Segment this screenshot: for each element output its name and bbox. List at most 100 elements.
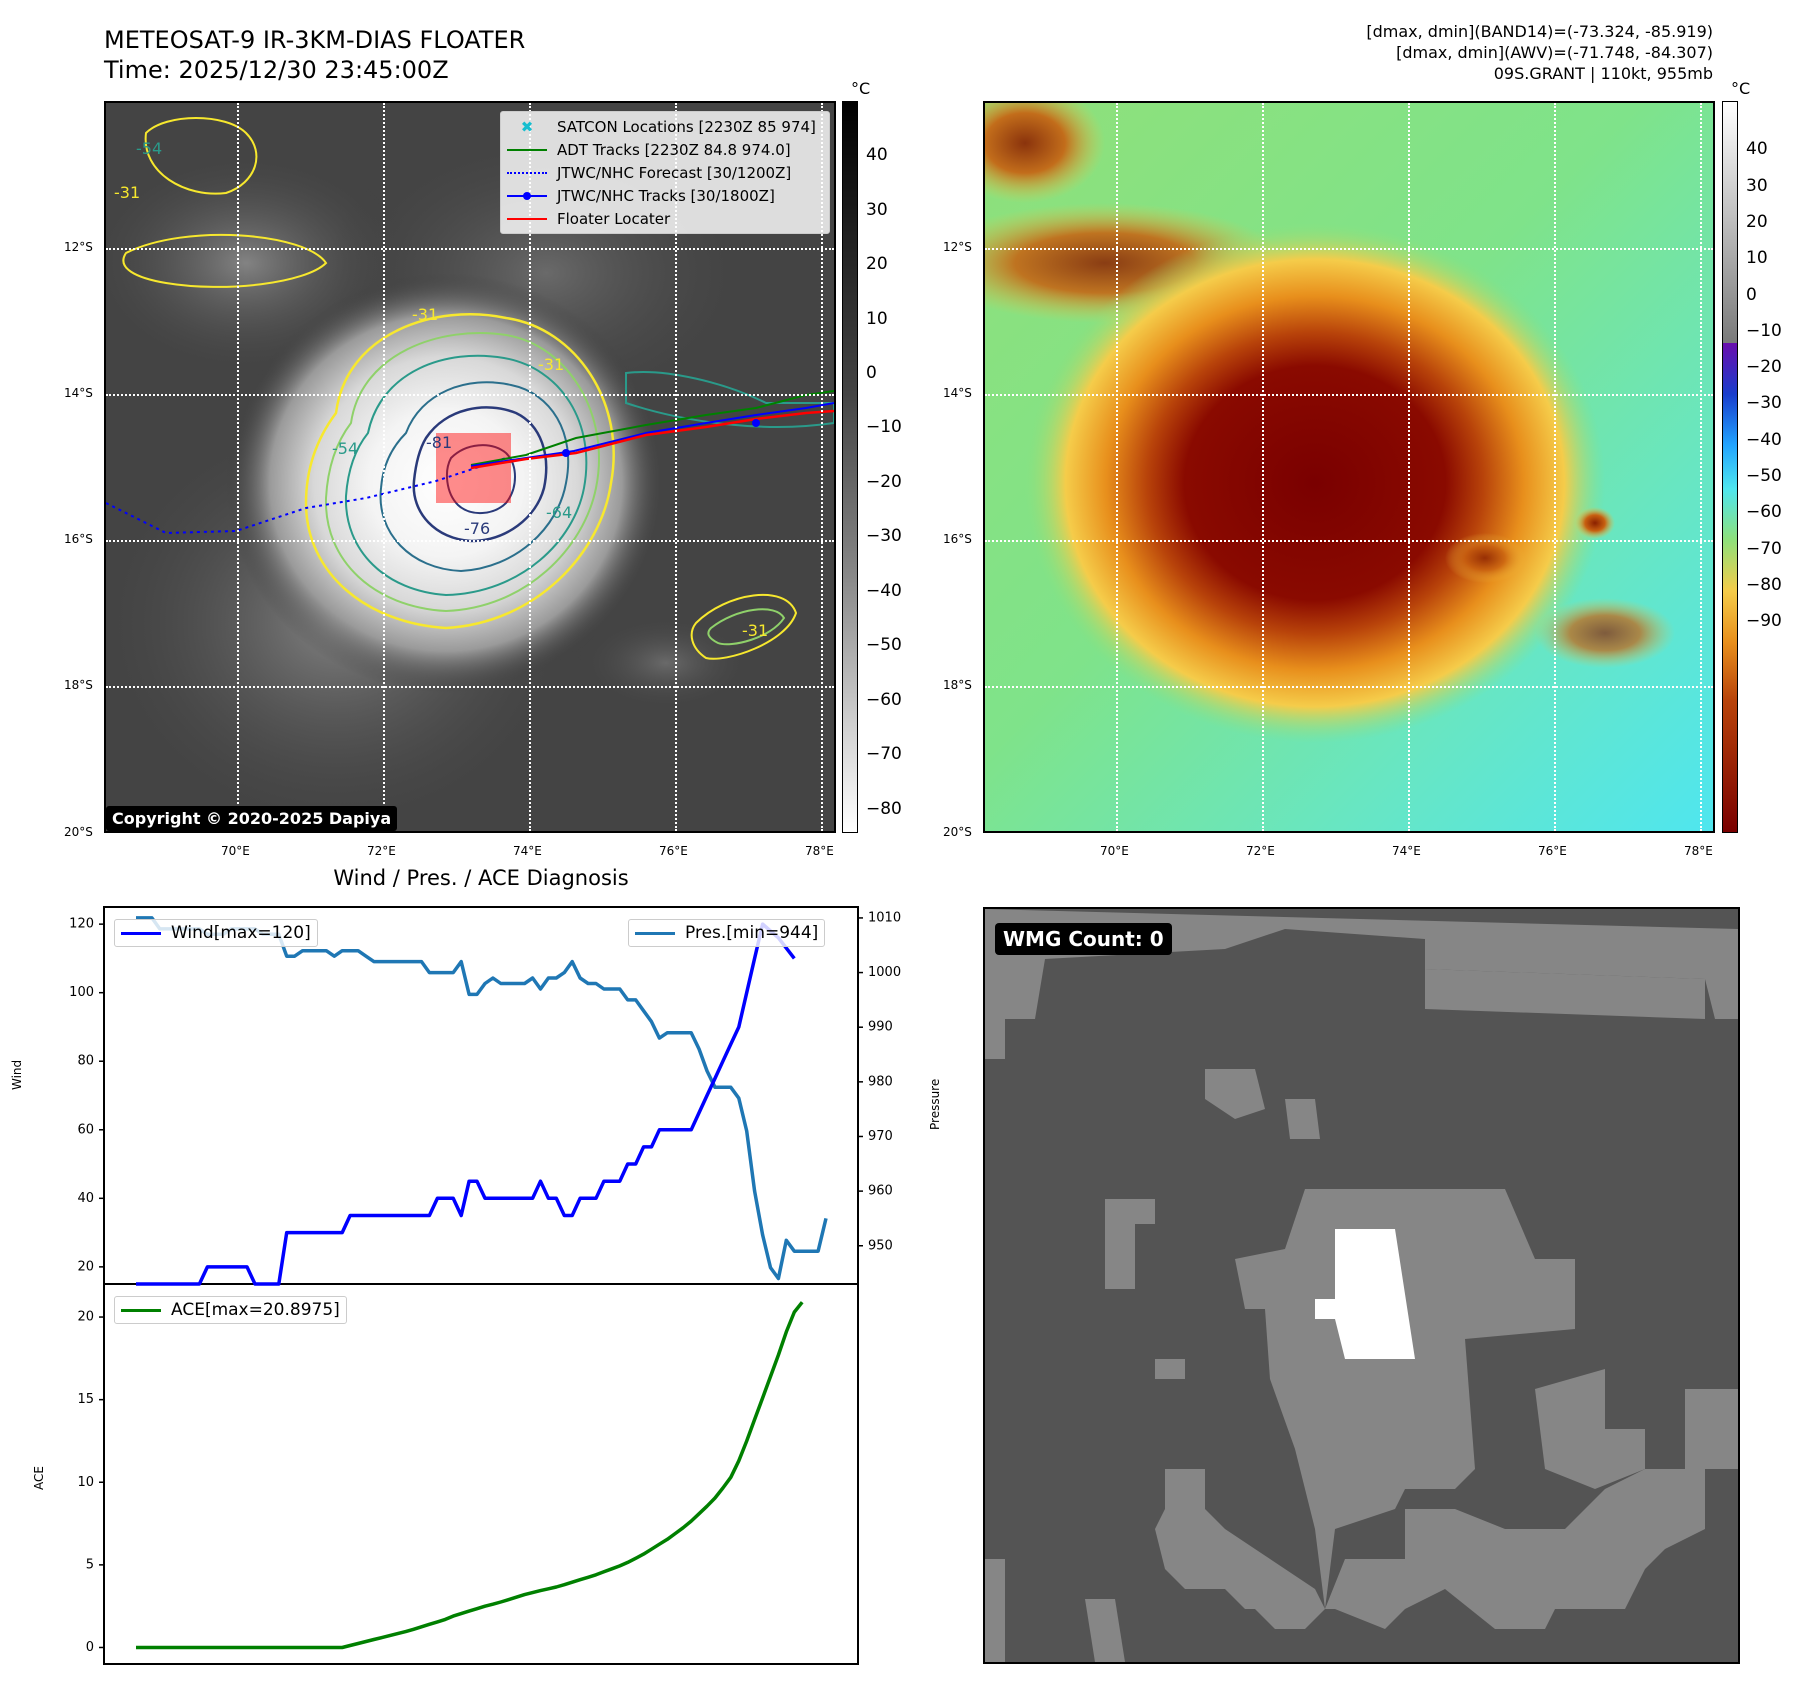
lat-label: 12°S (943, 240, 972, 254)
colorbar-tick-label: 10 (866, 308, 888, 329)
lat-label: 14°S (64, 386, 93, 400)
legend-item-adt: ADT Tracks [2230Z 84.8 974.0] (501, 138, 829, 161)
y-axis-label-pressure: Pressure (928, 1078, 942, 1130)
colorbar-tick-label: 20 (866, 254, 888, 275)
y-tick-label: 20 (77, 1259, 94, 1274)
lat-label: 18°S (64, 678, 93, 692)
colorbar-tick-label: −90 (1746, 611, 1782, 632)
lon-label: 74°E (1392, 844, 1421, 858)
line-icon (507, 148, 547, 151)
colorbar-tick-label: 40 (866, 145, 888, 166)
colorbar-tick-label: 0 (866, 363, 877, 383)
y2-tick-label: 1000 (868, 965, 901, 980)
ace-axes (103, 1283, 859, 1665)
x-marker-icon: ✖ (520, 117, 534, 136)
colorbar-tick-label: 20 (1746, 211, 1768, 232)
lon-label: 76°E (1538, 844, 1567, 858)
contour-label: -54 (332, 439, 359, 458)
lon-label: 76°E (659, 844, 688, 858)
colorbar-tick-label: −10 (1746, 320, 1782, 341)
copyright-badge: Copyright © 2020-2025 Dapiya (106, 806, 398, 831)
wmg-count-badge: WMG Count: 0 (995, 923, 1172, 955)
y-tick-label: 5 (86, 1557, 94, 1572)
lon-label: 74°E (513, 844, 542, 858)
dotted-line-icon (507, 171, 547, 174)
lon-label: 70°E (221, 844, 250, 858)
awv-imagery (985, 103, 1713, 831)
lat-label: 14°S (943, 386, 972, 400)
lat-label: 12°S (64, 240, 93, 254)
wind-pressure-axes (103, 906, 859, 1285)
wind-legend: Wind[max=120] (114, 919, 318, 947)
legend-item-tracks: JTWC/NHC Tracks [30/1800Z] (501, 184, 829, 207)
figure-title-line2: Time: 2025/12/30 23:45:00Z (104, 56, 449, 84)
wmg-map: WMG Count: 0 (983, 907, 1740, 1664)
colorbar-tick-label: −30 (1746, 393, 1782, 414)
y-tick-label: 10 (77, 1475, 94, 1490)
colorbar-tick-label: −80 (866, 798, 902, 819)
colorbar-tick-label: 10 (1746, 248, 1768, 269)
lon-label: 70°E (1100, 844, 1129, 858)
storm-info: 09S.GRANT | 110kt, 955mb (1493, 64, 1713, 83)
wind-series-line (136, 922, 796, 1286)
y2-tick-label: 980 (868, 1074, 893, 1089)
y-tick-label: 100 (69, 985, 94, 1000)
y2-tick-label: 990 (868, 1020, 893, 1035)
colorbar-tick-label: −70 (866, 744, 902, 765)
y-tick-label: 20 (77, 1310, 94, 1325)
lon-label: 78°E (1684, 844, 1713, 858)
contour-label: -31 (412, 305, 439, 324)
stats-line2: [dmax, dmin](AWV)=(-71.748, -84.307) (1396, 43, 1713, 62)
line-marker-icon (507, 191, 547, 201)
colorbar-tick-label: −10 (866, 417, 902, 438)
lat-label: 20°S (943, 825, 972, 839)
contour-label: -81 (426, 433, 453, 452)
map-legend: ✖ SATCON Locations [2230Z 85 974] ADT Tr… (500, 111, 830, 234)
y-axis-label-ace: ACE (32, 1466, 46, 1490)
lon-label: 72°E (1246, 844, 1275, 858)
ace-legend: ACE[max=20.8975] (114, 1296, 347, 1324)
awv-satellite-map (983, 101, 1715, 833)
line-icon (121, 1308, 161, 1312)
lat-label: 16°S (943, 532, 972, 546)
y2-tick-label: 960 (868, 1184, 893, 1199)
wmg-imagery (985, 909, 1738, 1662)
y-tick-label: 40 (77, 1191, 94, 1206)
colorbar-tick-label: −30 (866, 526, 902, 547)
colorbar-tick-label: 30 (866, 199, 888, 220)
contour-label: -76 (464, 519, 491, 538)
colorbar-unit: °C (851, 79, 871, 98)
y-axis-label-wind: Wind (10, 1059, 24, 1090)
colorbar-tick-label: −40 (866, 580, 902, 601)
lat-label: 18°S (943, 678, 972, 692)
lat-label: 16°S (64, 532, 93, 546)
y2-tick-label: 1010 (868, 910, 901, 925)
colorbar-tick-label: 30 (1746, 175, 1768, 196)
y-tick-label: 0 (86, 1640, 94, 1655)
line-icon (121, 931, 161, 935)
colorbar-unit: °C (1731, 79, 1751, 98)
contour-label: -54 (136, 139, 163, 158)
y2-tick-label: 950 (868, 1238, 893, 1253)
ir-colorbar (842, 101, 858, 833)
pressure-legend: Pres.[min=944] (628, 919, 826, 947)
colorbar-tick-label: −40 (1746, 429, 1782, 450)
colorbar-tick-label: −60 (1746, 502, 1782, 523)
awv-colorbar (1722, 101, 1738, 833)
colorbar-tick-label: 0 (1746, 284, 1757, 305)
y-tick-label: 15 (77, 1392, 94, 1407)
y-tick-label: 80 (77, 1054, 94, 1069)
line-icon (507, 217, 547, 220)
legend-item-forecast: JTWC/NHC Forecast [30/1200Z] (501, 161, 829, 184)
ir-satellite-map: -31 -31 -54 -81 -76 -64 -31 -31 -54 ✖ SA… (104, 101, 836, 833)
legend-item-floater: Floater Locater (501, 207, 829, 230)
colorbar-tick-label: −60 (866, 689, 902, 710)
lon-label: 72°E (367, 844, 396, 858)
diagnosis-title: Wind / Pres. / ACE Diagnosis (333, 866, 629, 890)
colorbar-tick-label: −70 (1746, 538, 1782, 559)
ace-series-line (136, 1301, 804, 1650)
colorbar-tick-label: −20 (1746, 357, 1782, 378)
colorbar-tick-label: −50 (1746, 466, 1782, 487)
colorbar-tick-label: 40 (1746, 139, 1768, 160)
contour-label: -64 (546, 503, 573, 522)
